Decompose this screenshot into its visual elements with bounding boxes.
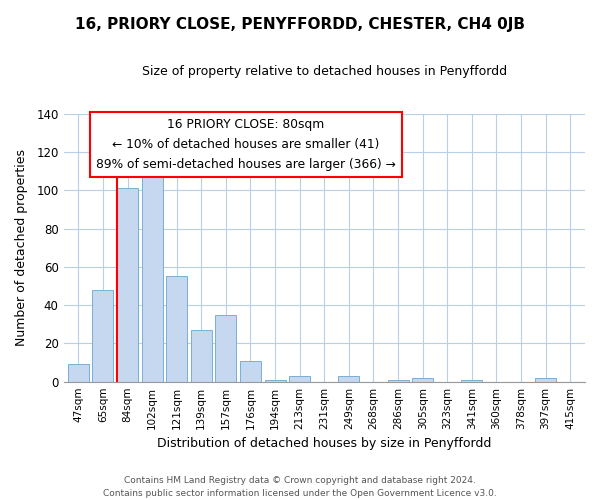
- Bar: [166, 276, 187, 382]
- Text: 16, PRIORY CLOSE, PENYFFORDD, CHESTER, CH4 0JB: 16, PRIORY CLOSE, PENYFFORDD, CHESTER, C…: [75, 18, 525, 32]
- Bar: [117, 188, 138, 382]
- Bar: [289, 376, 310, 382]
- Bar: [68, 364, 89, 382]
- Text: Contains HM Land Registry data © Crown copyright and database right 2024.
Contai: Contains HM Land Registry data © Crown c…: [103, 476, 497, 498]
- Text: 16 PRIORY CLOSE: 80sqm
← 10% of detached houses are smaller (41)
89% of semi-det: 16 PRIORY CLOSE: 80sqm ← 10% of detached…: [96, 118, 396, 171]
- Y-axis label: Number of detached properties: Number of detached properties: [15, 150, 28, 346]
- Bar: [191, 330, 212, 382]
- Bar: [388, 380, 409, 382]
- Title: Size of property relative to detached houses in Penyffordd: Size of property relative to detached ho…: [142, 65, 507, 78]
- Bar: [142, 164, 163, 382]
- X-axis label: Distribution of detached houses by size in Penyffordd: Distribution of detached houses by size …: [157, 437, 491, 450]
- Bar: [461, 380, 482, 382]
- Bar: [265, 380, 286, 382]
- Bar: [412, 378, 433, 382]
- Bar: [338, 376, 359, 382]
- Bar: [92, 290, 113, 382]
- Bar: [215, 314, 236, 382]
- Bar: [240, 360, 261, 382]
- Bar: [535, 378, 556, 382]
